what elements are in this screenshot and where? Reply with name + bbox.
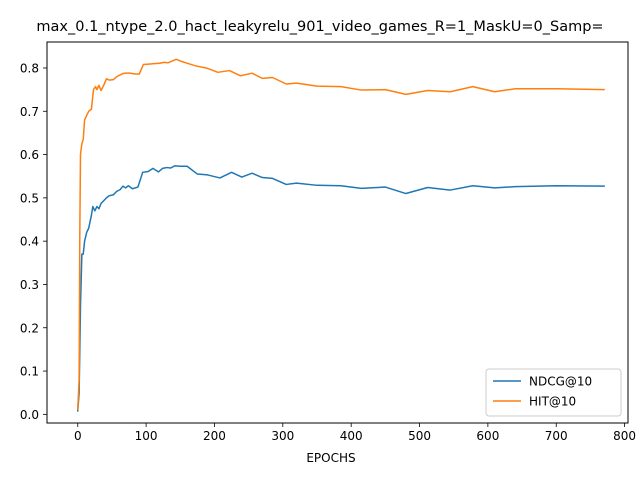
legend-label-0: NDCG@10: [529, 375, 592, 389]
y-axis: 0.0 0.1 0.2 0.3 0.4 0.5 0.6 0.7 0.8: [20, 61, 47, 422]
y-tick-label: 0.0: [20, 408, 39, 422]
x-tick-label: 0: [74, 429, 82, 443]
x-tick-label: 500: [408, 429, 431, 443]
plot-area: [76, 58, 605, 412]
x-tick-label: 300: [271, 429, 294, 443]
x-tick-label: 600: [476, 429, 499, 443]
x-tick-label: 400: [340, 429, 363, 443]
legend-label-1: HIT@10: [529, 395, 576, 409]
y-tick-label: 0.5: [20, 191, 39, 205]
y-tick-label: 0.3: [20, 278, 39, 292]
y-tick-label: 0.1: [20, 365, 39, 379]
chart-title: max_0.1_ntype_2.0_hact_leakyrelu_901_vid…: [36, 19, 603, 35]
legend: NDCG@10 HIT@10: [485, 368, 622, 417]
series-line-1: [76, 58, 605, 410]
y-tick-label: 0.7: [20, 105, 39, 119]
x-axis: 0 100 200 300 400 500 600 700 800: [74, 423, 636, 443]
plot-frame: [46, 41, 629, 424]
x-tick-label: 100: [135, 429, 158, 443]
series-line-0: [76, 165, 605, 412]
x-tick-label: 800: [613, 429, 636, 443]
y-tick-label: 0.4: [20, 235, 39, 249]
x-tick-label: 200: [203, 429, 226, 443]
y-tick-label: 0.2: [20, 321, 39, 335]
y-tick-label: 0.6: [20, 148, 39, 162]
y-tick-label: 0.8: [20, 61, 39, 75]
x-axis-label: EPOCHS: [306, 451, 355, 465]
x-tick-label: 700: [545, 429, 568, 443]
